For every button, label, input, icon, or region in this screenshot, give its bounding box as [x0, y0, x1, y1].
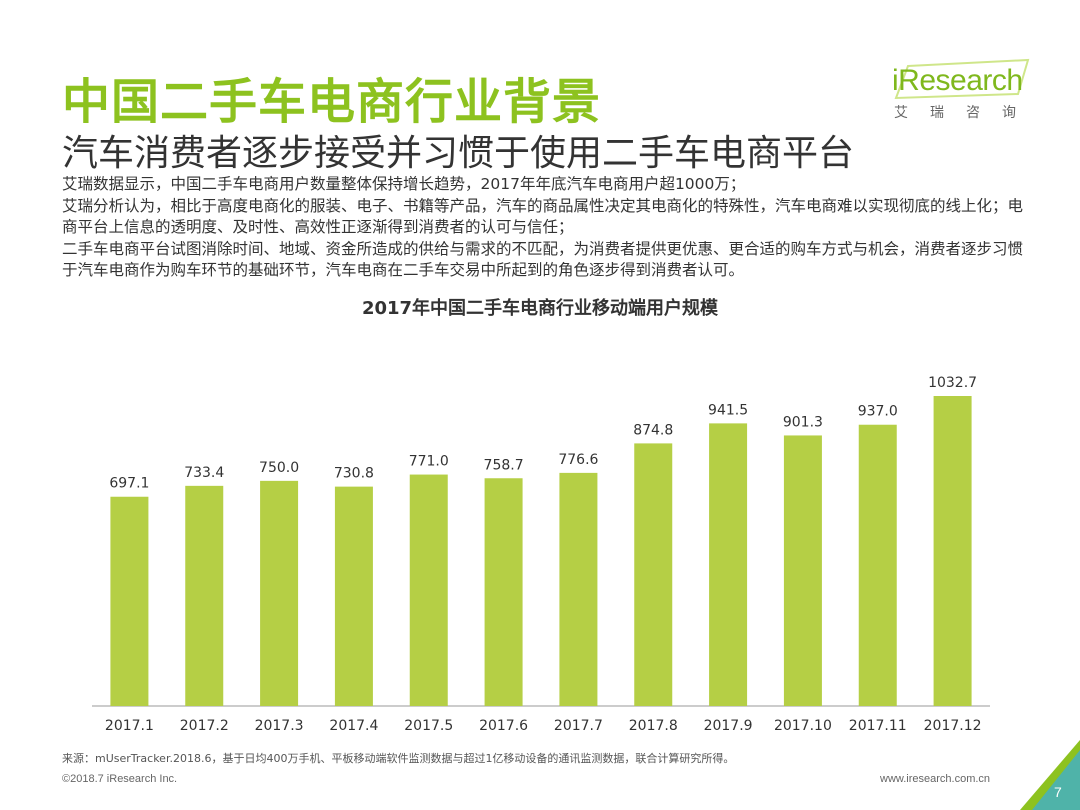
category-label: 2017.12: [924, 718, 982, 734]
logo-cn-text: 艾瑞咨询: [894, 105, 1038, 121]
category-label: 2017.2: [180, 718, 229, 734]
corner-decoration: [1020, 740, 1080, 810]
bar-value-label: 750.0: [259, 460, 299, 476]
category-label: 2017.1: [105, 718, 154, 734]
bar-value-label: 1032.7: [928, 375, 977, 391]
bar-value-label: 874.8: [633, 422, 673, 438]
source-note: 来源：mUserTracker.2018.6，基于日均400万手机、平板移动端软…: [62, 752, 735, 765]
bar-value-label: 941.5: [708, 402, 748, 418]
bar: [484, 478, 523, 706]
bar-value-label: 771.0: [409, 454, 449, 470]
page-title: 中国二手车电商行业背景: [62, 74, 602, 130]
body-paragraph: 二手车电商平台试图消除时间、地域、资金所造成的供给与需求的不匹配，为消费者提供更…: [62, 239, 1024, 280]
category-label: 2017.3: [255, 718, 304, 734]
category-label: 2017.11: [849, 718, 907, 734]
logo-swoosh-icon: [894, 58, 1030, 100]
category-label: 2017.7: [554, 718, 603, 734]
iresearch-logo: iResearch 艾瑞咨询: [888, 58, 1038, 128]
bar: [559, 472, 598, 706]
bar: [110, 496, 149, 706]
copyright: ©2018.7 iResearch Inc.: [62, 773, 178, 785]
category-label: 2017.5: [404, 718, 453, 734]
chart-title: 2017年中国二手车电商行业移动端用户规模: [361, 298, 719, 319]
bar-value-label: 733.4: [184, 465, 224, 481]
bar-value-label: 776.6: [558, 452, 598, 468]
bar-value-label: 901.3: [783, 414, 823, 430]
category-label: 2017.9: [704, 718, 753, 734]
category-label: 2017.4: [329, 718, 378, 734]
bar-chart: 697.1 2017.1 733.4 2017.2 750.0 2017.3 730.8 20…: [92, 375, 990, 734]
category-label: 2017.10: [774, 718, 832, 734]
category-label: 2017.8: [629, 718, 678, 734]
bar: [933, 396, 972, 706]
bar: [185, 485, 224, 706]
page-number: 7: [1054, 784, 1062, 800]
bar-value-label: 937.0: [858, 404, 898, 420]
bar: [858, 424, 897, 706]
page-subtitle: 汽车消费者逐步接受并习惯于使用二手车电商平台: [62, 133, 855, 174]
bar-value-label: 758.7: [484, 457, 524, 473]
body-paragraph: 艾瑞数据显示，中国二手车电商用户数量整体保持增长趋势，2017年年底汽车电商用户…: [62, 175, 746, 193]
bar: [334, 486, 373, 706]
bar: [634, 443, 673, 706]
body-text: 艾瑞数据显示，中国二手车电商用户数量整体保持增长趋势，2017年年底汽车电商用户…: [62, 174, 1032, 282]
website-link[interactable]: www.iresearch.com.cn: [880, 773, 991, 785]
bar-value-label: 697.1: [109, 476, 149, 492]
category-label: 2017.6: [479, 718, 528, 734]
body-paragraph: 艾瑞分析认为，相比于高度电商化的服装、电子、书籍等产品，汽车的商品属性决定其电商…: [62, 196, 1024, 237]
bar: [709, 423, 748, 706]
bar: [409, 474, 448, 706]
logo-text: iResearch: [892, 64, 1023, 97]
bar: [260, 480, 299, 706]
bar: [783, 435, 822, 706]
bar-value-label: 730.8: [334, 466, 374, 482]
